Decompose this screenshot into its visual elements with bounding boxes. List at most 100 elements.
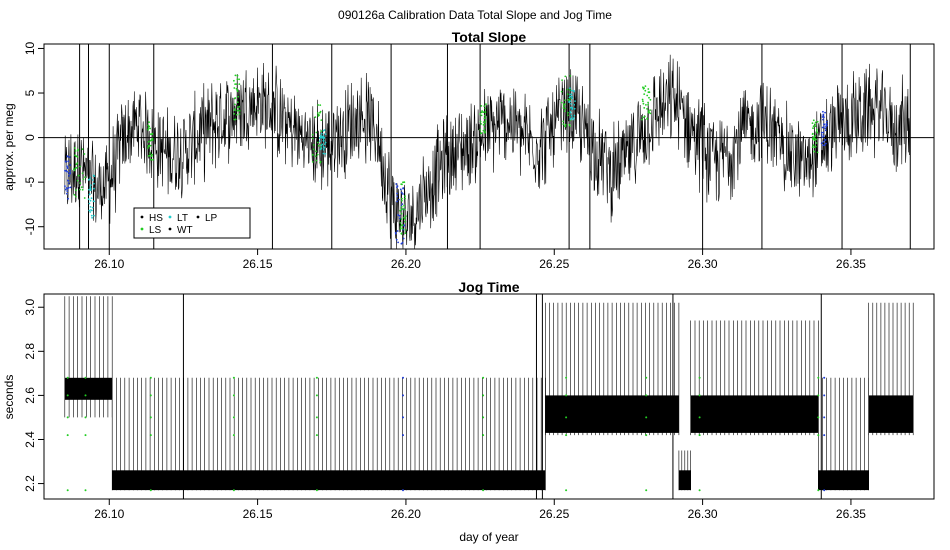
total-slope-point xyxy=(396,200,398,203)
jog-time-point xyxy=(315,394,318,397)
total-slope-point xyxy=(315,131,318,134)
total-slope-point xyxy=(84,176,86,179)
total-slope-point xyxy=(822,110,824,113)
total-slope-point xyxy=(395,238,398,241)
total-slope-point xyxy=(815,138,817,141)
total-slope-point xyxy=(562,105,565,107)
total-slope-point xyxy=(824,111,826,114)
total-slope-point xyxy=(236,78,239,81)
total-slope-point xyxy=(569,75,572,77)
total-slope-point xyxy=(404,229,407,231)
jt-x-tick-label: 26.35 xyxy=(836,507,866,521)
total-slope-point xyxy=(147,127,150,129)
jog-time-y-axis: 3.0 2.8 2.6 2.4 2.2 xyxy=(23,299,44,492)
jog-time-point xyxy=(645,416,648,419)
total-slope-point xyxy=(563,110,566,112)
total-slope-point xyxy=(148,121,150,124)
total-slope-point xyxy=(72,168,75,171)
total-slope-point xyxy=(811,146,814,149)
total-slope-point xyxy=(234,108,236,110)
total-slope-point xyxy=(400,242,403,245)
total-slope-point xyxy=(233,87,236,89)
total-slope-point xyxy=(322,152,325,155)
jog-time-point xyxy=(149,376,152,379)
total-slope-point xyxy=(485,103,487,106)
jog-time-point xyxy=(565,394,568,397)
total-slope-point xyxy=(482,129,485,132)
total-slope-point xyxy=(479,113,481,115)
total-slope-point xyxy=(815,128,818,131)
total-slope-point xyxy=(149,152,152,154)
total-slope-point xyxy=(90,197,93,200)
total-slope-point xyxy=(821,136,824,139)
total-slope-point xyxy=(152,159,155,161)
total-slope-point xyxy=(236,74,239,77)
total-slope-point xyxy=(151,153,154,156)
jog-time-point xyxy=(482,434,485,437)
jog-time-oscillation xyxy=(111,377,546,491)
total-slope-point xyxy=(824,127,827,130)
total-slope-point xyxy=(147,124,150,127)
total-slope-point xyxy=(236,90,239,93)
jog-time-point xyxy=(315,434,318,437)
total-slope-point xyxy=(238,105,241,108)
figure-suptitle: 090126a Calibration Data Total Slope and… xyxy=(338,8,612,22)
total-slope-point xyxy=(480,111,483,114)
jog-time-point xyxy=(698,394,701,397)
total-slope-point xyxy=(67,179,69,182)
total-slope-point xyxy=(401,227,404,230)
total-slope-point xyxy=(569,87,571,90)
total-slope-point xyxy=(571,95,573,98)
total-slope-point xyxy=(91,216,93,219)
total-slope-point xyxy=(81,148,84,151)
jog-time-oscillation xyxy=(818,377,869,491)
jog-time-point xyxy=(84,376,87,379)
total-slope-series-line xyxy=(64,54,911,250)
legend-label-lt: LT xyxy=(177,213,188,224)
jog-time-point xyxy=(698,434,701,437)
total-slope-point xyxy=(570,117,572,120)
total-slope-y-axis: 10 5 0 -5 -10 xyxy=(23,41,44,235)
total-slope-point xyxy=(401,199,403,202)
jog-time-markers xyxy=(66,376,826,492)
total-slope-point xyxy=(564,99,566,102)
total-slope-point xyxy=(480,105,483,107)
total-slope-point xyxy=(402,237,405,240)
total-slope-point xyxy=(402,193,404,195)
total-slope-point xyxy=(74,150,77,152)
legend-label-ls: LS xyxy=(149,225,162,236)
total-slope-point xyxy=(396,230,399,232)
total-slope-point xyxy=(324,153,327,155)
total-slope-point xyxy=(647,101,649,104)
total-slope-point xyxy=(401,183,403,186)
total-slope-point xyxy=(235,87,238,90)
total-slope-point xyxy=(812,138,814,141)
total-slope-point xyxy=(93,200,95,203)
total-slope-point xyxy=(570,102,572,105)
total-slope-point xyxy=(815,130,818,133)
total-slope-point xyxy=(484,110,487,113)
jt-x-tick-label: 26.25 xyxy=(539,507,569,521)
total-slope-point xyxy=(642,87,645,90)
total-slope-point xyxy=(823,123,826,126)
total-slope-point xyxy=(311,137,314,140)
total-slope-point xyxy=(75,195,77,198)
total-slope-point xyxy=(821,126,824,129)
total-slope-point xyxy=(322,139,325,142)
total-slope-point xyxy=(312,144,315,146)
total-slope-point xyxy=(314,116,317,118)
total-slope-point xyxy=(400,208,403,211)
total-slope-point xyxy=(564,123,567,126)
total-slope-point xyxy=(573,107,576,110)
ts-x-tick-label: 26.30 xyxy=(688,257,718,271)
jog-time-point xyxy=(817,416,820,419)
ts-x-tick-label: 26.15 xyxy=(243,257,273,271)
total-slope-point xyxy=(66,192,68,195)
jog-time-ylabel: seconds xyxy=(2,375,16,420)
total-slope-point xyxy=(87,179,90,181)
total-slope-point xyxy=(399,217,401,220)
total-slope-point xyxy=(319,104,322,106)
total-slope-point xyxy=(401,203,404,206)
jog-time-point xyxy=(817,434,820,437)
jt-y-tick-label: 2.2 xyxy=(23,475,37,492)
